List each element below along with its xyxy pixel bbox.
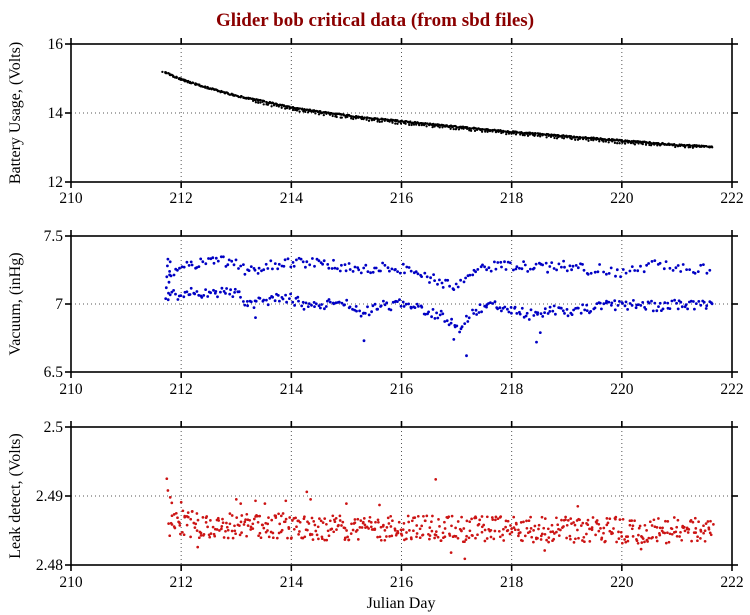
x-tick-label: 216 [390, 574, 414, 591]
x-tick-label: 220 [610, 190, 634, 207]
x-tick-label: 214 [280, 574, 304, 591]
y-axis-title-leak-detect: Leak detect, (Volts) [7, 433, 24, 558]
y-tick-label: 2.49 [36, 488, 63, 505]
y-tick-labels: 2.48 2.49 2.5 [36, 419, 63, 574]
gridlines [71, 44, 732, 182]
x-tick-label: 220 [610, 381, 634, 398]
x-tick-label: 214 [280, 190, 304, 207]
y-tick-label: 7 [55, 296, 63, 313]
axes-box [65, 38, 738, 188]
gridlines [71, 236, 732, 372]
figure-title: Glider bob critical data (from sbd files… [216, 10, 534, 31]
x-tick-labels: 210 212 214 216 218 220 222 [59, 574, 743, 591]
y-axis-title-battery-usage: Battery Usage, (Volts) [7, 42, 24, 184]
x-tick-label: 216 [390, 381, 414, 398]
gridlines [71, 427, 732, 565]
x-tick-label: 212 [170, 574, 193, 591]
y-axis-title-vacuum: Vacuum, (inHg) [7, 252, 24, 355]
y-tick-label: 14 [48, 105, 64, 122]
x-tick-label: 216 [390, 190, 414, 207]
x-axis-label: Julian Day [367, 595, 436, 612]
y-tick-label: 16 [48, 36, 64, 53]
subplot-battery-usage: 210 212 214 216 218 220 222 12 14 16 Battery Usage… [7, 36, 744, 207]
x-tick-label: 218 [500, 190, 524, 207]
y-tick-label: 12 [48, 174, 64, 191]
x-tick-label: 222 [720, 190, 743, 207]
x-tick-label: 222 [720, 381, 743, 398]
subplot-leak-detect: 210 212 214 216 218 220 222 2.48 2.49 2.5 Leak det… [7, 419, 744, 591]
subplot-vacuum: 210 212 214 216 218 220 222 6.5 7 7.5 Vacuum, (inH… [7, 228, 744, 398]
y-tick-label: 7.5 [44, 228, 64, 245]
data-points-leak-detect [165, 477, 715, 561]
y-tick-label: 2.48 [36, 557, 63, 574]
x-tick-labels: 210 212 214 216 218 220 222 [59, 190, 743, 207]
x-tick-label: 214 [280, 381, 304, 398]
x-tick-label: 222 [720, 574, 743, 591]
x-tick-label: 210 [59, 190, 83, 207]
data-points-vacuum [164, 255, 714, 358]
y-tick-labels: 6.5 7 7.5 [44, 228, 64, 381]
subplots-container: 210 212 214 216 218 220 222 12 14 16 Battery Usage… [7, 36, 744, 591]
axes-box [65, 421, 738, 571]
y-tick-label: 6.5 [44, 364, 64, 381]
data-points-battery-usage [161, 70, 714, 149]
x-tick-label: 212 [170, 381, 193, 398]
x-tick-label: 210 [59, 574, 83, 591]
x-tick-label: 218 [500, 574, 524, 591]
y-tick-labels: 12 14 16 [48, 36, 64, 191]
y-tick-label: 2.5 [44, 419, 64, 436]
x-tick-label: 218 [500, 381, 524, 398]
x-tick-label: 220 [610, 574, 634, 591]
x-tick-label: 212 [170, 190, 193, 207]
x-tick-labels: 210 212 214 216 218 220 222 [59, 381, 743, 398]
x-tick-label: 210 [59, 381, 83, 398]
axes-box [65, 230, 738, 378]
